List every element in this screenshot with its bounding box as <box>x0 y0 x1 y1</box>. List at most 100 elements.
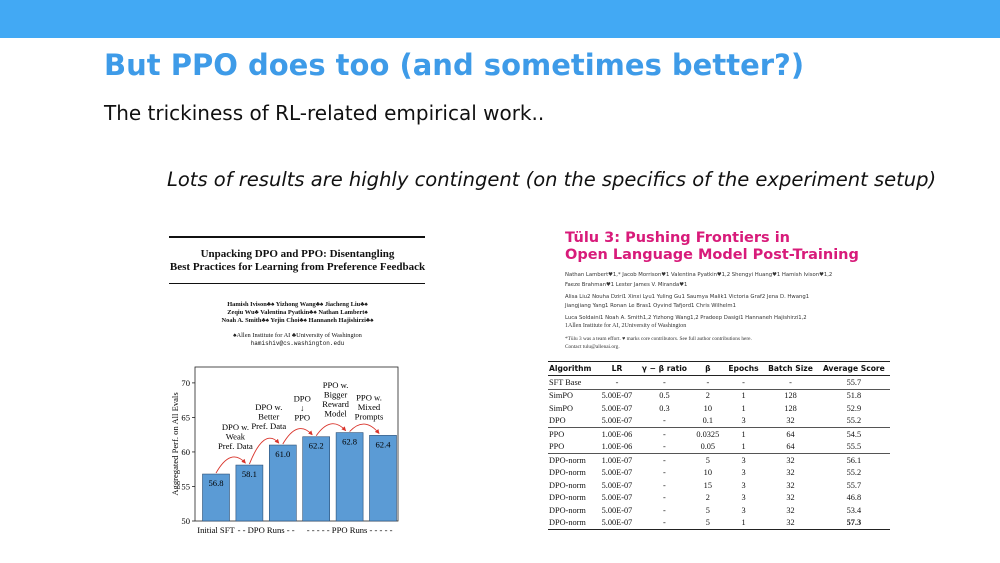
column-header: Algorithm <box>548 361 597 376</box>
table-cell: 128 <box>784 403 797 413</box>
table-cell: 0.05 <box>691 440 724 454</box>
column-header: Batch Size <box>763 361 818 376</box>
table-row: DPO-norm 5.00E-07 - 2 3 32 46.8 <box>548 492 890 505</box>
bar <box>335 432 364 522</box>
table-cell: 55.7 <box>846 480 862 490</box>
table-cell: 0.1 <box>691 414 724 428</box>
table-cell: 5.00E-07 <box>601 403 633 413</box>
table-cell: 5 <box>705 455 710 465</box>
table-cell: - <box>723 375 764 390</box>
y-tick-label: 55 <box>181 481 190 491</box>
value-label: 62.8 <box>342 437 357 447</box>
paper-authors: Noah A. Smith♣♠ Yejin Choi♣♠ Hannaneh Ha… <box>221 317 374 324</box>
table-cell: 10 <box>703 468 712 478</box>
table-cell: 5.00E-07 <box>601 493 633 503</box>
y-axis-label: Aggregated Perf. on All Evals <box>170 392 180 496</box>
table-cell: 0.0325 <box>696 429 720 439</box>
bar-annotation: DPO w. <box>255 402 282 412</box>
table-cell: - <box>636 414 692 428</box>
bar-annotation: Model <box>324 409 347 419</box>
table-cell: 53.4 <box>846 505 862 515</box>
table-cell: 64 <box>786 429 795 439</box>
paper-authors: Nathan Lambert♥1,* Jacob Morrison♥1 Vale… <box>565 272 833 278</box>
table-cell: 32 <box>763 516 818 530</box>
rule <box>169 236 425 238</box>
table-cell: 32 <box>786 480 795 490</box>
table-cell: 52.9 <box>846 403 862 413</box>
table-cell: - <box>663 455 666 465</box>
table-cell: 55.7 <box>817 375 890 390</box>
paper-contact: Contact tulu@allenai.org. <box>565 344 620 350</box>
bar-annotation: PPO w. <box>323 380 349 390</box>
paper-email: hamishiv@cs.washington.edu <box>250 340 345 347</box>
arrow <box>248 437 280 465</box>
table-cell: DPO-norm <box>549 505 586 515</box>
paper-authors: Jiangjiang Yang1 Ronan Le Bras1 Oyvind T… <box>565 303 736 309</box>
arrow <box>349 423 380 434</box>
table-cell: DPO-norm <box>549 493 586 503</box>
table-cell: 57.3 <box>817 516 890 530</box>
table-cell: 3 <box>741 505 746 515</box>
table-cell: 0.5 <box>659 391 670 401</box>
table-cell: 3 <box>723 414 764 428</box>
table-cell: 5.00E-07 <box>601 391 633 401</box>
paper-authors: Luca Soldaini1 Noah A. Smith1,2 Yizhong … <box>565 315 807 321</box>
value-label: 56.8 <box>208 478 223 488</box>
table-cell: 1 <box>723 516 764 530</box>
paper-authors: Hamish Ivison♣♠ Yizhong Wang♣♠ Jiacheng … <box>227 301 368 308</box>
table-cell: 1 <box>741 403 746 413</box>
slide-subtitle: The trickiness of RL-related empirical w… <box>104 101 545 125</box>
table-row: DPO-norm 1.00E-07 - 5 3 32 56.1 <box>548 454 890 467</box>
paper-affiliation: 1Allen Institute for AI, 2University of … <box>565 323 687 329</box>
table-cell: 5.00E-07 <box>601 480 633 490</box>
paper-title: Open Language Model Post-Training <box>565 247 859 263</box>
slide-quote: Lots of results are highly contingent (o… <box>167 168 937 191</box>
table-cell: 32 <box>786 493 795 503</box>
group-label: - - DPO Runs - - <box>238 525 295 535</box>
table-cell: DPO-norm <box>549 468 586 478</box>
table-cell: 0.3 <box>659 403 670 413</box>
results-table: Algorithm LR γ − β ratio β Epochs Batch Size A… <box>548 361 890 530</box>
y-tick-label: 50 <box>181 516 190 526</box>
table-cell: 5 <box>691 516 724 530</box>
table-cell: 15 <box>703 480 712 490</box>
table-row: SimPO 5.00E-07 0.3 10 1 128 52.9 <box>548 402 890 415</box>
value-label: 61.0 <box>275 449 290 459</box>
bar-annotation: Mixed <box>358 402 381 412</box>
value-label: 62.2 <box>309 441 324 451</box>
table-cell: - <box>663 493 666 503</box>
bar-annotation: PPO <box>294 413 310 423</box>
table-cell: 32 <box>763 414 818 428</box>
table-row: DPO-norm 5.00E-07 - 15 3 32 55.7 <box>548 479 890 492</box>
paper-title: Best Practices for Learning from Prefere… <box>169 261 426 273</box>
table-row: SimPO 5.00E-07 0.5 2 1 128 51.8 <box>548 389 890 402</box>
header-row: Algorithm LR γ − β ratio β Epochs Batch Size A… <box>548 361 890 376</box>
column-header: Average Score <box>817 361 890 376</box>
table-cell: 5.00E-07 <box>597 414 637 428</box>
bar-annotation: Better <box>258 412 279 422</box>
table-cell: 2 <box>705 493 710 503</box>
table-row: DPO-norm 5.00E-07 - 10 3 32 55.2 <box>548 467 890 480</box>
table-row: PPO 1.00E-06-0.05 1 64 55.5 <box>548 440 890 454</box>
table-cell: 3 <box>741 455 746 465</box>
table-cell: 5.00E-07 <box>601 468 633 478</box>
column-header: γ − β ratio <box>636 361 692 376</box>
table-cell: 46.8 <box>846 493 862 503</box>
table-cell: 10 <box>703 403 712 413</box>
y-tick-label: 65 <box>181 412 190 422</box>
arrow <box>215 456 246 474</box>
header-bar <box>0 0 1000 38</box>
table-cell: DPO-norm <box>549 480 586 490</box>
table-cell: DPO-norm <box>549 455 586 465</box>
table-cell: 32 <box>786 455 795 465</box>
table-cell: - <box>663 505 666 515</box>
table-cell: 5 <box>705 505 710 515</box>
table-cell: - <box>663 429 666 439</box>
column-header: Epochs <box>723 361 764 376</box>
table-row: DPO-norm 5.00E-07-5 1 32 57.3 <box>548 516 890 530</box>
paper-authors: Zeqiu Wu♣ Valentina Pyatkin♣♠ Nathan Lam… <box>227 309 368 316</box>
paper-authors: Alisa Liu2 Nouha Dziri1 Xinxi Lyu1 Yulin… <box>565 294 810 300</box>
table-row: PPO 1.00E-06 - 0.0325 1 64 54.5 <box>548 428 890 441</box>
bar-annotation: Bigger <box>324 390 348 400</box>
arrow <box>282 428 313 445</box>
